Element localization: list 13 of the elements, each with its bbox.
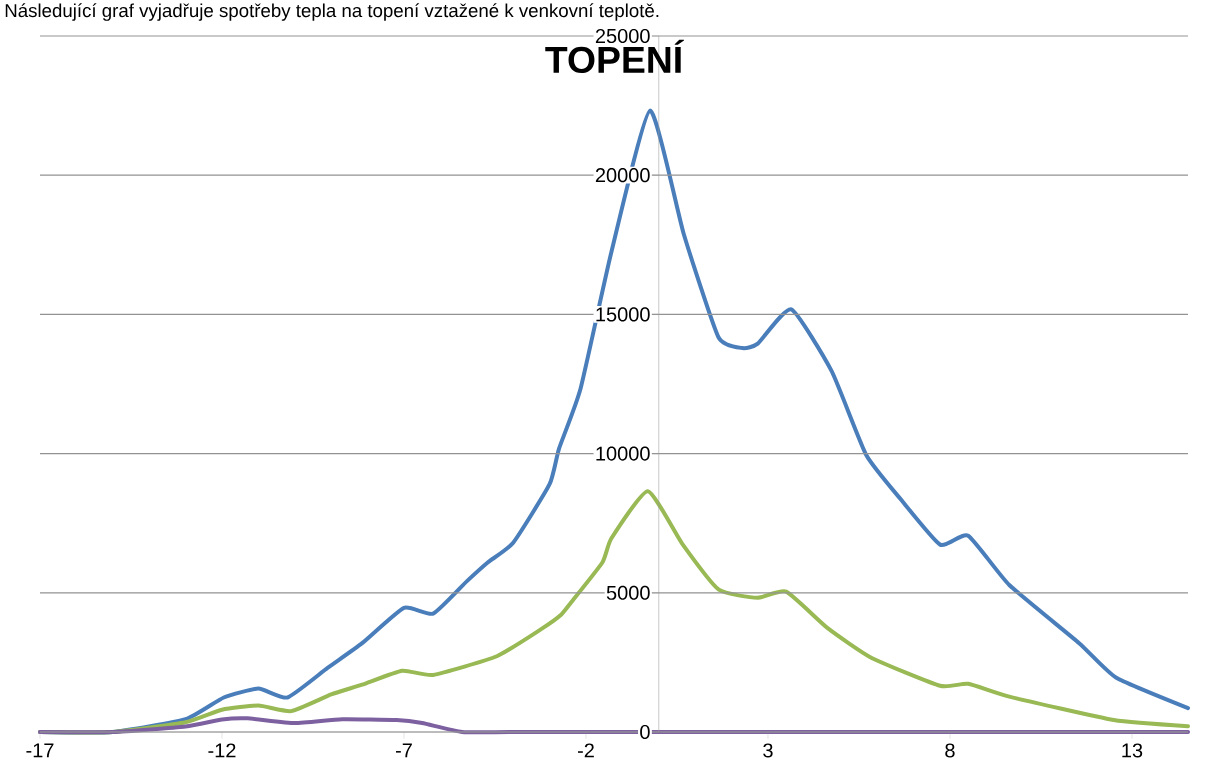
- x-tick-label: -12: [208, 743, 236, 758]
- x-tick-label: 13: [1122, 743, 1143, 758]
- y-tick-label: 10000: [596, 446, 650, 461]
- y-tick-label: 20000: [595, 168, 650, 183]
- x-tick-label: -17: [26, 743, 54, 758]
- x-tick-label: 3: [763, 743, 773, 758]
- x-tick-label: -2: [577, 743, 594, 758]
- x-tick-label: 8: [945, 743, 955, 758]
- y-tick-label: 5000: [606, 585, 650, 600]
- x-tick-label: -7: [395, 743, 412, 758]
- y-tick-label: 0: [640, 724, 650, 740]
- text: Následující graf vyjadřuje spotřeby tepla na topení vztažené k venkovní teplotě.: [5, 3, 659, 21]
- y-tick-label: 15000: [596, 307, 650, 322]
